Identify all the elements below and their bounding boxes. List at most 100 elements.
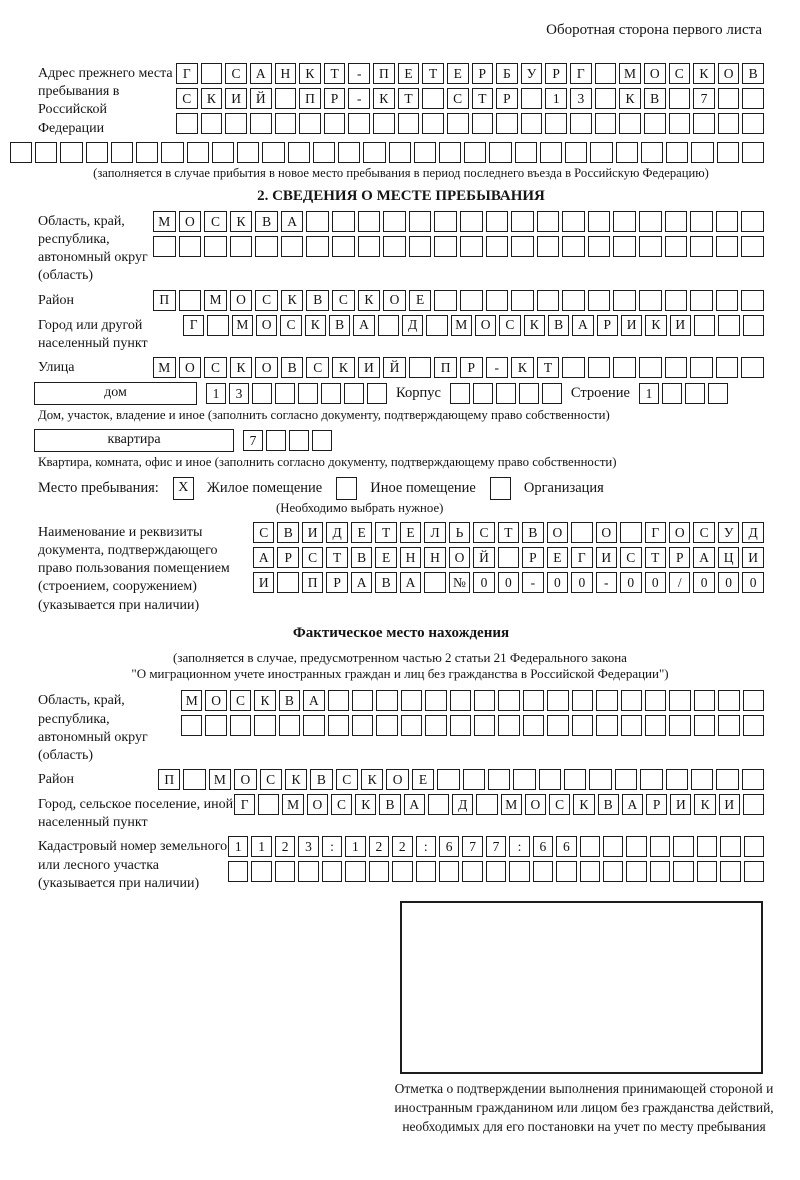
char-cell: Й xyxy=(383,356,406,378)
char-cell: А xyxy=(280,210,304,232)
char-cell xyxy=(638,356,662,378)
char-cell: С xyxy=(253,521,275,543)
char-cell xyxy=(615,141,638,163)
char-cell: Д xyxy=(401,314,424,336)
char-cell xyxy=(565,141,588,163)
char-cell: 3 xyxy=(229,382,249,404)
char-cell xyxy=(690,356,713,378)
char-cell xyxy=(178,289,202,311)
char-cell xyxy=(344,382,364,404)
char-cell: Р xyxy=(545,63,567,84)
char-cell: У xyxy=(717,521,740,543)
char-cell xyxy=(691,141,714,163)
char-cell xyxy=(717,113,740,134)
field-cadastre: Кадастровый номер земельного или лесного… xyxy=(38,836,765,893)
char-cell: И xyxy=(670,794,692,816)
char-cell xyxy=(556,861,577,883)
char-cell xyxy=(571,690,594,712)
char-cell xyxy=(434,235,457,257)
char-cell xyxy=(437,769,460,791)
char-grid-row: И П Р А В А № 0 0-0 0-0 0/0 0 0 xyxy=(253,571,764,593)
char-cell xyxy=(274,113,297,134)
char-cell xyxy=(741,141,765,163)
char-cell xyxy=(274,88,297,109)
checkbox-organization xyxy=(489,476,511,500)
stay-type-label: Место пребывания: xyxy=(38,479,159,496)
char-cell: Р xyxy=(471,63,494,84)
char-cell: О xyxy=(643,63,666,84)
char-cell: Т xyxy=(422,63,444,84)
char-cell xyxy=(620,715,643,737)
char-cell: О xyxy=(234,769,257,791)
char-cell: С xyxy=(225,63,247,84)
char-cell: С xyxy=(332,289,355,311)
char-cell: М xyxy=(231,314,253,336)
char-cell xyxy=(438,141,462,163)
char-cell: 3 xyxy=(570,88,592,109)
checkbox-residential: X xyxy=(172,476,194,500)
char-cell: Н xyxy=(424,546,446,568)
street-label: Улица xyxy=(38,359,75,375)
char-cell: Е xyxy=(446,63,469,84)
char-cell: Й xyxy=(473,546,495,568)
char-cell xyxy=(275,382,295,404)
char-cell xyxy=(345,861,366,883)
char-cell xyxy=(620,690,643,712)
char-cell: Г xyxy=(176,63,198,84)
char-cell: О xyxy=(205,690,227,712)
option-residential: X Жилое помещение xyxy=(172,476,323,500)
char-cell xyxy=(207,314,229,336)
page-header-note: Оборотная сторона первого листа xyxy=(546,22,762,38)
char-cell xyxy=(449,715,472,737)
char-cell xyxy=(536,210,560,232)
stamp-caption: Отметка о подтверждении выполнения прини… xyxy=(394,1081,774,1135)
char-cell: К xyxy=(523,314,545,336)
char-cell xyxy=(321,382,341,404)
char-cell xyxy=(594,88,617,109)
char-cell: О xyxy=(524,794,547,816)
char-cell xyxy=(571,715,594,737)
stamp-box xyxy=(400,901,763,1074)
char-cell: Р xyxy=(522,546,544,568)
char-cell xyxy=(668,88,691,109)
char-cell xyxy=(613,210,636,232)
char-cell: 0 xyxy=(644,571,666,593)
char-cell xyxy=(110,141,134,163)
char-cell: В xyxy=(547,314,570,336)
char-cell xyxy=(377,314,399,336)
char-cell: П xyxy=(158,769,181,791)
field-region: Область, край, республика, автономный ок… xyxy=(38,210,764,286)
char-cell: И xyxy=(669,314,691,336)
char-cell xyxy=(571,521,593,543)
char-cell: С xyxy=(176,88,198,109)
char-cell xyxy=(498,715,520,737)
char-cell xyxy=(742,113,764,134)
char-cell xyxy=(743,836,765,858)
char-cell: 6 xyxy=(438,836,460,858)
char-cell: П xyxy=(301,571,324,593)
char-cell xyxy=(476,794,498,816)
char-cell xyxy=(718,314,740,336)
char-cell: С xyxy=(229,690,252,712)
char-cell: Т xyxy=(536,356,560,378)
char-cell: С xyxy=(330,794,353,816)
char-cell xyxy=(205,715,227,737)
char-cell: У xyxy=(520,63,543,84)
option-residential-label: Жилое помещение xyxy=(206,479,323,496)
char-cell xyxy=(638,289,662,311)
char-cell xyxy=(742,715,765,737)
char-cell: 6 xyxy=(532,836,554,858)
char-cell: В xyxy=(375,571,397,593)
char-cell: И xyxy=(301,521,324,543)
char-cell: Е xyxy=(546,546,569,568)
char-cell xyxy=(696,836,718,858)
char-cell: К xyxy=(373,88,395,109)
char-cell xyxy=(287,141,310,163)
char-cell xyxy=(596,690,618,712)
region-actual-label: Область, край, республика, автономный ок… xyxy=(38,693,148,763)
char-cell: В xyxy=(328,314,351,336)
char-cell xyxy=(742,314,764,336)
char-cell xyxy=(254,715,276,737)
